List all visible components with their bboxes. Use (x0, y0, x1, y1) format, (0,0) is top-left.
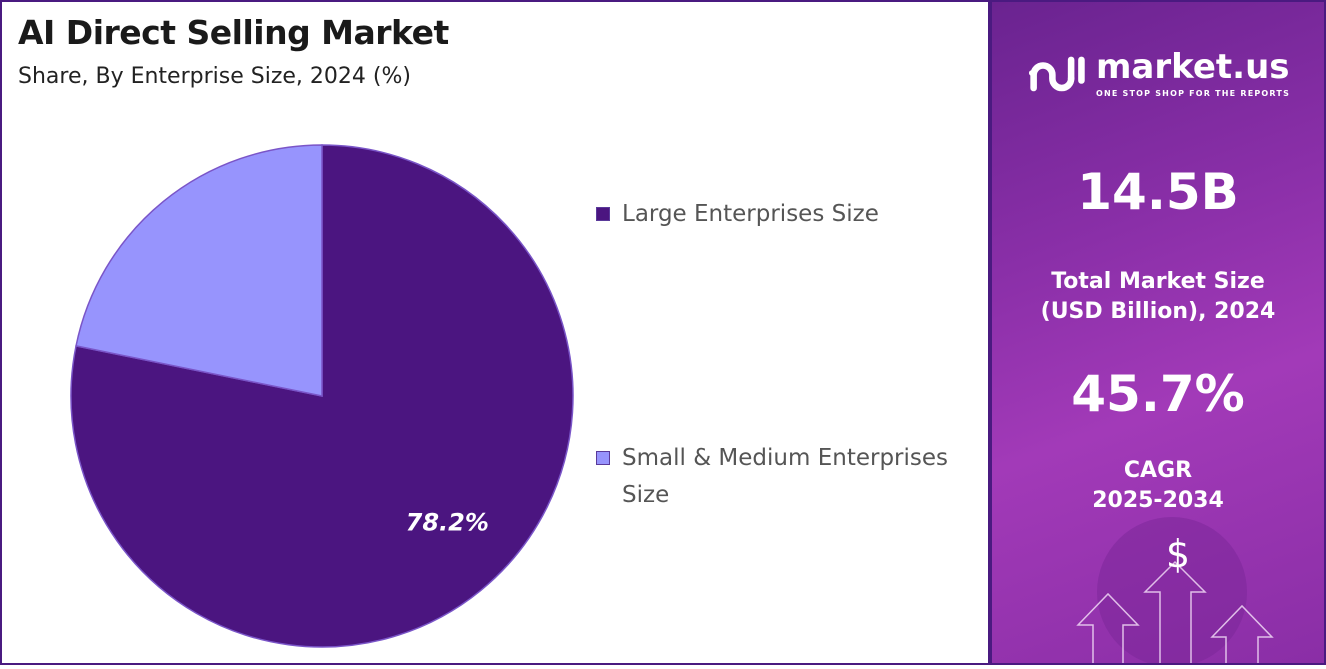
legend-swatch-sme (596, 451, 610, 465)
dollar-icon: $ (1166, 532, 1190, 576)
market-size-label-1: Total Market Size (1051, 269, 1265, 294)
pie-slice-1 (75, 144, 323, 397)
growth-arrows-illustration: $ (1076, 517, 1274, 663)
pie-chart: 78.2% (70, 144, 574, 648)
cagr-label-2: 2025-2034 (1092, 488, 1224, 513)
legend-item-sme: Small & Medium Enterprises Size (596, 440, 966, 514)
market-size-value: 14.5B (1077, 163, 1239, 221)
brand-tagline: ONE STOP SHOP FOR THE REPORTS (1096, 89, 1291, 98)
legend-label-sme: Small & Medium Enterprises Size (622, 445, 949, 508)
cagr-value: 45.7% (1071, 365, 1245, 423)
legend-label-large: Large Enterprises Size (622, 201, 879, 227)
market-us-logo: market.us ONE STOP SHOP FOR THE REPORTS (1028, 46, 1290, 100)
legend-swatch-large (596, 207, 610, 221)
chart-title: AI Direct Selling Market (18, 13, 449, 52)
chart-subtitle: Share, By Enterprise Size, 2024 (%) (18, 64, 411, 89)
summary-panel: $ market.us ONE STOP SHOP FOR THE REPORT… (990, 0, 1326, 665)
cagr-label-1: CAGR (1123, 458, 1193, 483)
chart-panel: AI Direct Selling Market Share, By Enter… (0, 0, 990, 665)
logo-mark-icon (1028, 56, 1085, 92)
legend-item-large: Large Enterprises Size (596, 196, 976, 233)
pie-data-label-0: 78.2% (406, 509, 489, 537)
brand-name: market.us (1096, 47, 1290, 87)
market-size-label-2: (USD Billion), 2024 (1040, 299, 1276, 324)
